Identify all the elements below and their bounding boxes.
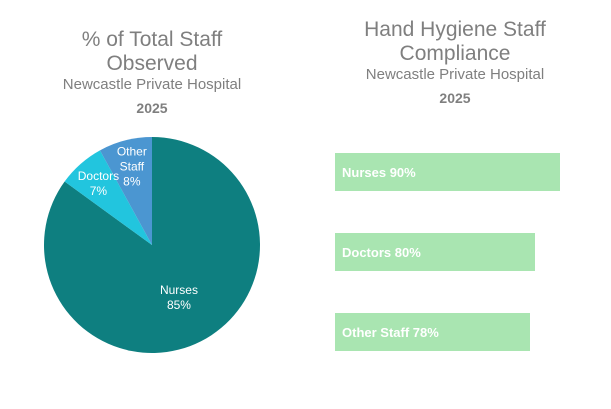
bar (335, 233, 535, 271)
bar-category: Doctors (342, 245, 391, 260)
slice-label: Nurses 85% (144, 283, 214, 313)
pie-slice (99, 137, 152, 245)
chart-subtitle: Newcastle Private Hospital (365, 66, 545, 83)
pie-slice (64, 150, 152, 245)
pie-slice (44, 137, 261, 353)
slice-value: 8% (123, 174, 141, 189)
bar-label: Other Staff 78% (342, 325, 439, 340)
chart-title: % of Total Staff Observed (81, 28, 223, 75)
bar-heading: Hand Hygiene Staff Compliance Newcastle … (355, 18, 555, 106)
slice-category: Nurses (159, 282, 198, 297)
bar-category: Other Staff (342, 325, 410, 340)
slice-value: 7% (89, 184, 108, 199)
bar (335, 153, 560, 191)
bar (335, 313, 530, 351)
slice-label: Doctors 7% (76, 169, 120, 199)
slice-label: Other Staff 8% (110, 144, 154, 189)
bar-label: Doctors 80% (342, 245, 421, 260)
chart-subtitle: Newcastle Private Hospital (62, 76, 242, 93)
chart-title: Hand Hygiene Staff Compliance (364, 18, 546, 65)
bar-category: Nurses (342, 165, 386, 180)
chart-year: 2025 (439, 90, 471, 106)
slice-value: 85% (166, 297, 191, 312)
slice-category: Other Staff (116, 144, 147, 174)
bar-label: Nurses 90% (342, 165, 416, 180)
pie-heading: % of Total Staff Observed Newcastle Priv… (52, 28, 252, 116)
chart-year: 2025 (136, 100, 168, 116)
bar-value: 90% (390, 165, 416, 180)
slice-category: Doctors (77, 169, 120, 184)
bar-value: 80% (395, 245, 421, 260)
bar-value: 78% (413, 325, 439, 340)
